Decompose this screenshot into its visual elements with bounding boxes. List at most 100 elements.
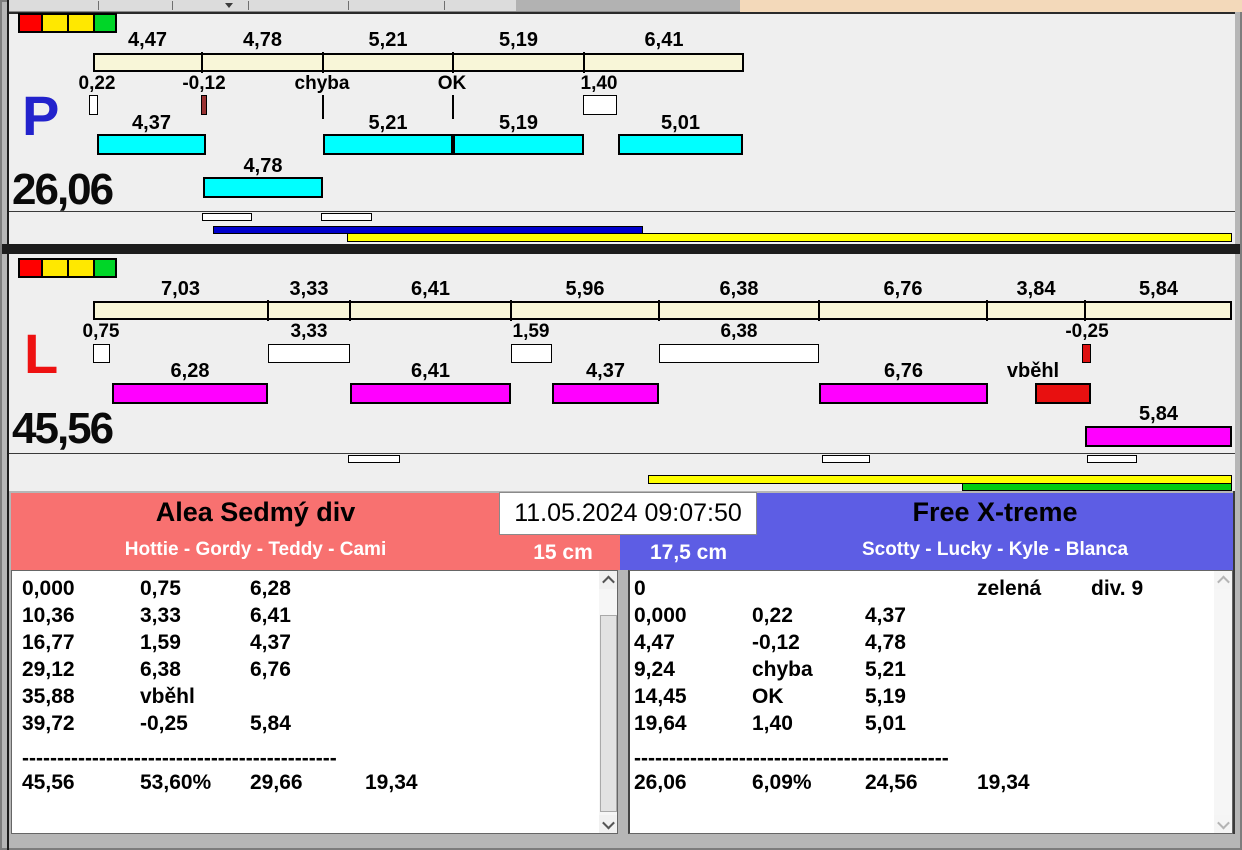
table-cell: 0 bbox=[634, 577, 646, 600]
scroll-down-icon bbox=[601, 816, 615, 829]
dropdown-arrow-icon[interactable] bbox=[225, 3, 233, 8]
scroll-down-icon bbox=[1216, 816, 1230, 829]
table-cell: chyba bbox=[752, 658, 813, 681]
team-left-jump-height: 15 cm bbox=[533, 541, 593, 564]
dog-time-label: 4,78 bbox=[243, 155, 283, 177]
split-time-label: 4,78 bbox=[243, 29, 282, 51]
change-marker-negative bbox=[1082, 344, 1091, 363]
change-time-label: -0,25 bbox=[1065, 321, 1109, 342]
total-value: 24,56 bbox=[865, 771, 918, 794]
split-time-label: 6,41 bbox=[644, 29, 684, 51]
dog-time-label: 6,28 bbox=[170, 360, 210, 382]
start-light-yellow bbox=[67, 258, 95, 278]
table-cell: 29,12 bbox=[22, 658, 75, 681]
scroll-track[interactable] bbox=[1214, 589, 1232, 815]
table-cell: 6,28 bbox=[250, 577, 291, 600]
team-left-results-table[interactable] bbox=[11, 570, 618, 834]
dog-time-label: 5,21 bbox=[368, 112, 408, 134]
mini-marker bbox=[1087, 455, 1137, 463]
right-lane-panel-p bbox=[9, 12, 1235, 246]
scroll-thumb[interactable] bbox=[600, 615, 617, 812]
table-cell: 6,41 bbox=[250, 604, 291, 627]
lane-color-label: zelená bbox=[977, 577, 1042, 600]
datetime-box: 11.05.2024 09:07:50 bbox=[499, 492, 757, 535]
table-cell: -0,12 bbox=[752, 631, 800, 654]
team-right-lineup: Scotty - Lucky - Kyle - Blanca bbox=[861, 539, 1129, 560]
dog-time-label: 6,76 bbox=[884, 360, 923, 382]
total-time: 26,06 bbox=[634, 771, 687, 794]
start-light-green bbox=[93, 258, 117, 278]
table-cell: vběhl bbox=[140, 685, 195, 708]
table-cell: 16,77 bbox=[22, 631, 75, 654]
table-cell: 4,37 bbox=[865, 604, 906, 627]
table-cell: 4,37 bbox=[250, 631, 291, 654]
table-cell: 35,88 bbox=[22, 685, 75, 708]
table-cell: OK bbox=[752, 685, 784, 708]
total-percent: 6,09% bbox=[752, 771, 812, 794]
total-percent: 53,60% bbox=[140, 771, 212, 794]
toolbar-divider bbox=[348, 1, 349, 10]
change-marker-negative bbox=[201, 95, 207, 115]
change-time-label: OK bbox=[437, 73, 467, 94]
change-time-label: 3,33 bbox=[290, 321, 328, 342]
team-right-name: Free X-treme bbox=[912, 497, 1078, 527]
dog-time-label: 6,41 bbox=[411, 360, 450, 382]
split-divider bbox=[267, 300, 269, 321]
table-cell: 1,59 bbox=[140, 631, 181, 654]
dog-fault-bar bbox=[1035, 383, 1091, 404]
dog-time-label: 5,19 bbox=[499, 112, 538, 134]
right-table-scrollbar[interactable] bbox=[1214, 571, 1232, 833]
split-time-label: 4,47 bbox=[128, 29, 167, 51]
mini-marker bbox=[348, 455, 400, 463]
table-cell: 5,01 bbox=[865, 712, 906, 735]
datetime-label: 11.05.2024 09:07:50 bbox=[514, 499, 742, 527]
start-light-yellow bbox=[67, 13, 95, 33]
panel-sub-divider bbox=[9, 453, 1235, 454]
scroll-up-button[interactable] bbox=[599, 571, 617, 589]
split-time-label: 5,21 bbox=[368, 29, 408, 51]
change-time-label: 0,75 bbox=[82, 321, 120, 342]
lane-letter-p: P bbox=[22, 84, 60, 147]
start-light-green bbox=[93, 13, 117, 33]
toolbar-divider bbox=[98, 1, 99, 10]
split-time-label: 6,41 bbox=[411, 278, 450, 300]
start-light-red bbox=[18, 13, 43, 33]
lane-letter-l: L bbox=[24, 322, 59, 385]
split-divider bbox=[583, 52, 585, 73]
change-marker bbox=[89, 95, 98, 115]
table-cell: -0,25 bbox=[140, 712, 188, 735]
team-left-name: Alea Sedmý div bbox=[155, 497, 356, 527]
split-timeline-bar bbox=[93, 53, 744, 72]
total-value: 19,34 bbox=[977, 771, 1030, 794]
change-time-label: 1,59 bbox=[512, 321, 550, 342]
table-cell: 9,24 bbox=[634, 658, 675, 681]
dog-run-bar bbox=[552, 383, 659, 404]
left-table-scrollbar[interactable] bbox=[599, 571, 617, 833]
dog-run-bar bbox=[97, 134, 206, 155]
change-time-label: -0,12 bbox=[182, 73, 226, 94]
dog-run-bar bbox=[453, 134, 584, 155]
dog-time-label: 4,37 bbox=[132, 112, 171, 134]
dog-run-bar bbox=[1085, 426, 1232, 447]
change-time-label: chyba bbox=[294, 73, 350, 94]
split-timeline-bar bbox=[93, 301, 1232, 320]
split-divider bbox=[201, 52, 203, 73]
team-right-results-table[interactable] bbox=[628, 570, 1233, 834]
scroll-down-button[interactable] bbox=[1214, 815, 1232, 833]
split-divider bbox=[986, 300, 988, 321]
change-marker bbox=[268, 344, 350, 363]
dog-run-bar bbox=[112, 383, 268, 404]
team-right-jump-height: 17,5 cm bbox=[649, 541, 728, 564]
dog-run-bar bbox=[203, 177, 323, 198]
change-marker bbox=[583, 95, 617, 115]
table-cell: 0,000 bbox=[22, 577, 75, 600]
table-cell: 3,33 bbox=[140, 604, 181, 627]
split-time-label: 3,84 bbox=[1016, 278, 1056, 300]
table-cell: 10,36 bbox=[22, 604, 75, 627]
dog-time-label: 5,01 bbox=[661, 112, 700, 134]
scroll-down-button[interactable] bbox=[599, 815, 617, 833]
split-time-label: 3,33 bbox=[289, 278, 329, 300]
table-cell: 1,40 bbox=[752, 712, 793, 735]
scroll-up-button[interactable] bbox=[1214, 571, 1232, 589]
